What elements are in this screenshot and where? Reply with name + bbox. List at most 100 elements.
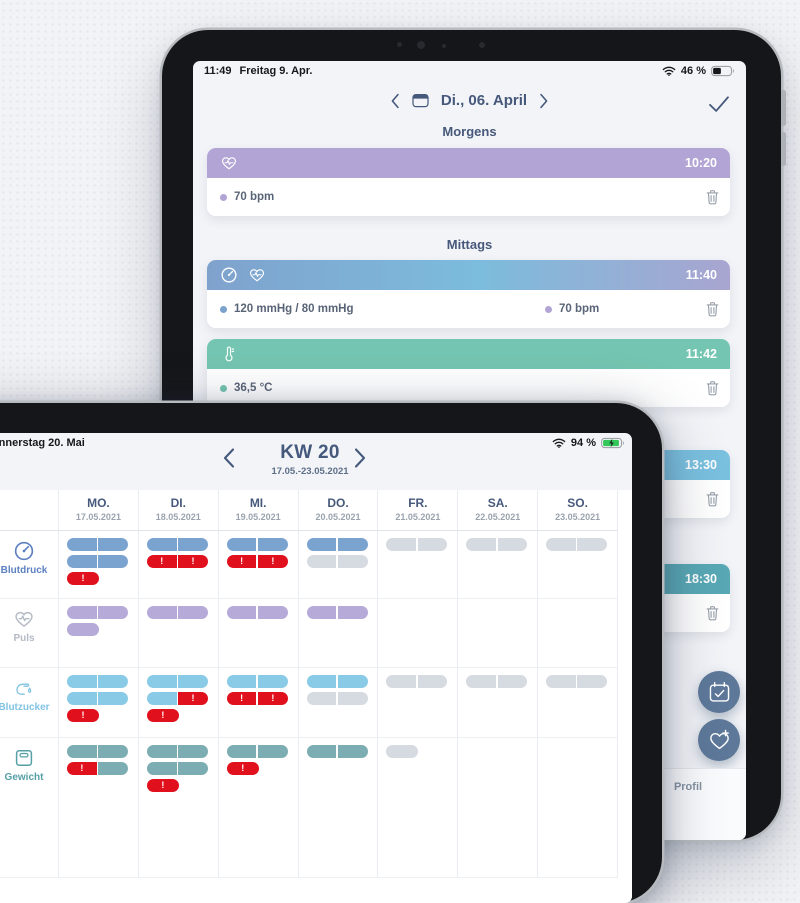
confirm-check-button[interactable] [708,95,730,113]
grid-cell[interactable] [298,531,379,599]
next-day-button[interactable] [539,93,549,109]
grid-corner [0,490,59,531]
measurement-card-bloodpressure: 11:40 120 mmHg / 80 mmHg 70 bpm [207,260,730,328]
value-dot [220,193,227,201]
measurement-pill [67,623,99,636]
delete-button[interactable] [705,301,720,318]
prev-day-button[interactable] [390,93,400,109]
grid-cell[interactable] [458,599,539,668]
section-morgens: Morgens [442,124,497,139]
measurement-pill [306,692,368,705]
grid-cell[interactable] [218,599,299,668]
measurement-pill [146,675,208,688]
battery-label: 46 % [680,65,706,77]
grid-cell[interactable] [378,668,459,738]
measurement-pill: ! [67,572,99,585]
calendar-icon[interactable] [412,93,429,108]
camera-icon [397,42,402,47]
battery-fill [713,67,721,75]
measurement-pill [386,745,419,758]
prev-week-button[interactable] [222,447,235,469]
measurement-pill [226,606,288,619]
current-date-title: Di., 06. April [440,92,528,109]
grid-cell[interactable] [538,599,619,668]
delete-button[interactable] [705,491,720,508]
grid-cell[interactable] [378,599,459,668]
measurement-pill: ! [146,709,179,722]
measurement-value: 70 bpm [220,191,274,203]
grid-cell[interactable]: ! [218,738,299,878]
grid-cell[interactable] [138,599,219,668]
week-grid: MO. 17.05.2021 DI. 18.05.2021 MI. 19.05.2021 D… [0,490,619,878]
row-label-text: Blutzucker [0,702,50,713]
grid-cell[interactable]: ! [59,531,139,599]
day-name: SO. [567,496,588,510]
grid-cell[interactable] [298,738,379,878]
row-label-puls[interactable]: Puls [0,599,59,668]
grid-cell[interactable] [378,738,459,878]
grid-cell[interactable] [458,668,539,738]
measurement-pill: ! [146,779,179,792]
grid-cell[interactable]: !! [218,531,299,599]
grid-cell[interactable] [458,531,539,599]
delete-button[interactable] [705,605,720,622]
row-label-blutdruck[interactable]: Blutdruck [0,531,59,599]
grid-cell[interactable] [298,599,379,668]
tab-profil[interactable]: Profil [648,781,728,793]
grid-cell[interactable]: !! [138,531,219,599]
blood-pressure-icon [220,266,238,284]
day-header: SO. 23.05.2021 [538,490,619,531]
measurement-pill: ! [67,762,128,775]
clock: 11:49 [204,65,232,77]
grid-cell[interactable] [298,668,379,738]
grid-cell[interactable] [538,668,619,738]
measurement-card-pulse: 10:20 70 bpm [207,148,730,216]
grid-cell[interactable]: ! [59,668,139,738]
calendar-check-button[interactable] [698,671,740,713]
row-label-blutzucker[interactable]: Blutzucker [0,668,59,738]
day-date: 23.05.2021 [555,512,601,522]
day-name: MI. [249,496,267,510]
delete-button[interactable] [705,380,720,397]
delete-button[interactable] [705,189,720,206]
week-grid-area: MO. 17.05.2021 DI. 18.05.2021 MI. 19.05.2021 D… [0,490,632,903]
day-date: 17.05.2021 [75,512,121,522]
day-header: DO. 20.05.2021 [298,490,379,531]
measurement-pill [226,538,288,551]
day-date: 19.05.2021 [235,512,281,522]
day-header: FR. 21.05.2021 [378,490,459,531]
grid-cell[interactable] [538,738,619,878]
row-label-gewicht[interactable]: Gewicht [0,738,59,878]
day-header: MI. 19.05.2021 [218,490,299,531]
day-name: DO. [327,496,349,510]
battery-charging-icon [601,437,625,449]
card-time: 18:30 [685,572,717,586]
grid-cell[interactable]: ! [138,738,219,878]
measurement-pill [546,675,608,688]
day-date: 18.05.2021 [155,512,201,522]
grid-cell[interactable] [458,738,539,878]
grid-cell[interactable]: !! [138,668,219,738]
status-date: Freitag 9. Apr. [239,65,313,77]
grid-cell[interactable]: !! [218,668,299,738]
measurement-pill [67,606,128,619]
grid-cell[interactable] [378,531,459,599]
measurement-value: 70 bpm [545,303,599,315]
add-measurement-button[interactable] [698,719,740,761]
grid-cell[interactable] [59,599,139,668]
measurement-pill [306,606,368,619]
measurement-pill [67,555,128,568]
status-bar: Donnerstag 20. Mai 94 % [0,437,632,451]
next-week-button[interactable] [354,447,367,469]
value-dot [220,305,227,313]
card-time: 11:40 [685,268,717,282]
status-bar: 11:49 Freitag 9. Apr. 46 % [204,65,735,77]
measurement-pill [67,675,128,688]
week-title: KW 20 [280,442,340,463]
heart-plus-icon [709,729,729,749]
grid-cell[interactable]: ! [59,738,139,878]
measurement-pill [386,538,448,551]
wifi-icon [552,438,566,448]
grid-cell[interactable] [538,531,619,599]
week-navigation: KW 20 17.05.-23.05.2021 [230,442,390,477]
